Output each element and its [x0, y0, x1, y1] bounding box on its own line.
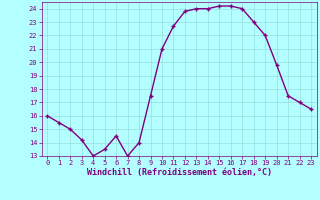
X-axis label: Windchill (Refroidissement éolien,°C): Windchill (Refroidissement éolien,°C) — [87, 168, 272, 177]
